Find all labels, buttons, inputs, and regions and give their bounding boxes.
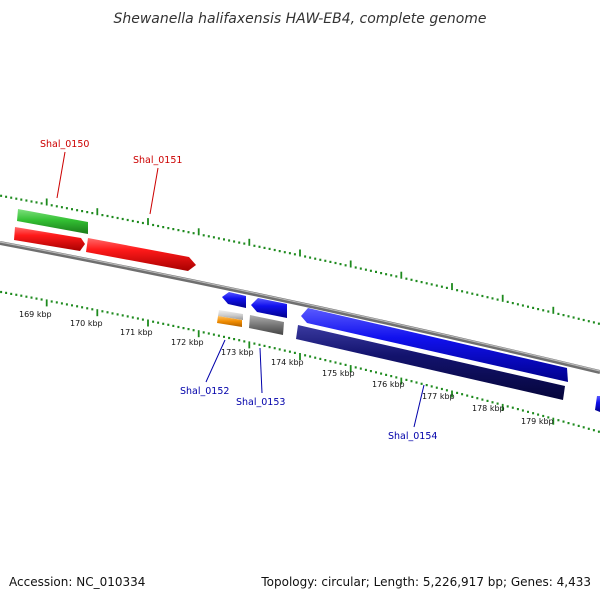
kbp-label: 169 kbp [19, 310, 52, 319]
gene-label-shal-0150[interactable]: Shal_0150 [40, 139, 89, 150]
genome-backbone [0, 241, 600, 374]
accession-text: Accession: NC_010334 [9, 575, 145, 589]
gene-annotations: Shal_0150 Shal_0151 Shal_0152 Shal_0153 … [40, 139, 437, 442]
gene-shal-0150-red[interactable] [14, 227, 85, 251]
kbp-label: 171 kbp [120, 328, 153, 337]
gene-shal-0151[interactable] [86, 238, 196, 271]
kbp-label: 178 kbp [472, 404, 505, 413]
gene-shal-0153-blue[interactable] [251, 298, 287, 318]
kbp-labels: 169 kbp 170 kbp 171 kbp 172 kbp 173 kbp … [19, 310, 554, 426]
map-title: Shewanella halifaxensis HAW-EB4, complet… [113, 11, 486, 27]
kbp-label: 179 kbp [521, 417, 554, 426]
kbp-label: 175 kbp [322, 369, 355, 378]
gene-shal-0152-orange[interactable] [217, 316, 242, 327]
gene-shal-0152-blue[interactable] [222, 292, 246, 308]
gene-label-shal-0151[interactable]: Shal_0151 [133, 155, 182, 166]
kbp-label: 172 kbp [171, 338, 204, 347]
genome-summary-text: Topology: circular; Length: 5,226,917 bp… [260, 575, 591, 589]
kbp-label: 174 kbp [271, 358, 304, 367]
kbp-label: 176 kbp [372, 380, 405, 389]
gene-next-edge[interactable] [595, 396, 600, 412]
kbp-label: 170 kbp [70, 319, 103, 328]
outer-tick-ring [0, 194, 600, 325]
gene-shal-0150-green[interactable] [17, 209, 88, 234]
gene-shal-0154-complement[interactable] [296, 325, 565, 400]
gene-label-shal-0152[interactable]: Shal_0152 [180, 386, 229, 397]
gene-shal-0152-light[interactable] [218, 310, 243, 320]
gene-label-shal-0154[interactable]: Shal_0154 [388, 431, 437, 442]
gene-shal-0153-gray[interactable] [249, 315, 284, 335]
gene-label-shal-0153[interactable]: Shal_0153 [236, 397, 285, 408]
kbp-label: 177 kbp [422, 392, 455, 401]
gene-shal-0154[interactable] [301, 308, 568, 382]
kbp-label: 173 kbp [221, 348, 254, 357]
inner-tick-ring [0, 290, 600, 433]
